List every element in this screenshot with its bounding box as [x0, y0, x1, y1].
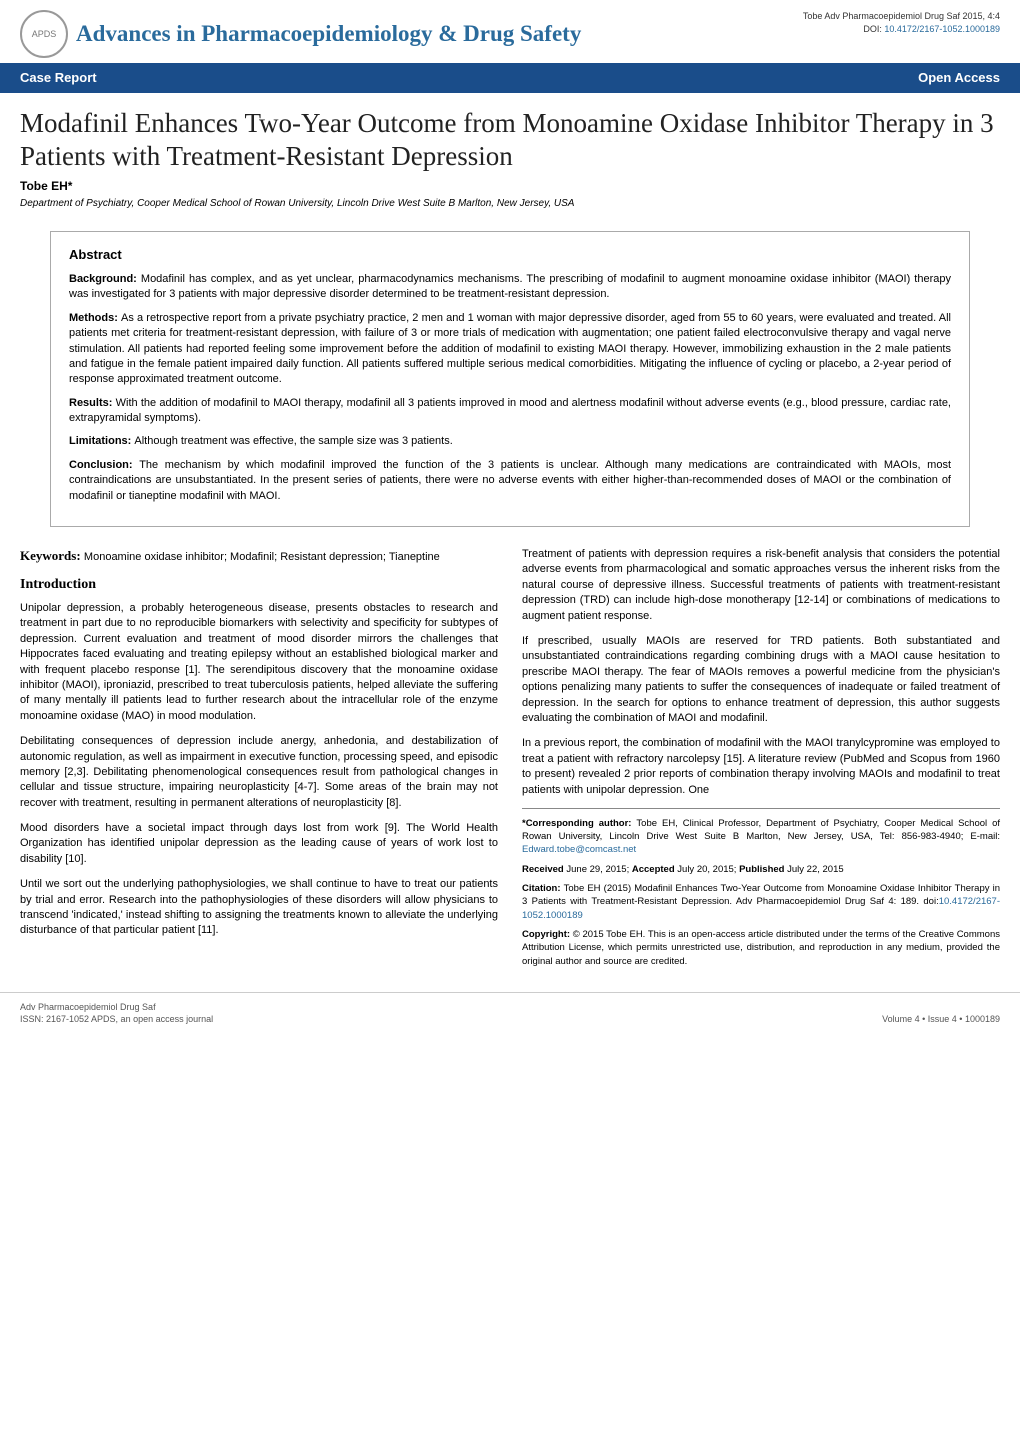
conclusion-label: Conclusion: — [69, 459, 139, 471]
footer-volume: Volume 4 • Issue 4 • 1000189 — [882, 1013, 1000, 1026]
limitations-label: Limitations: — [69, 435, 134, 447]
journal-title-wrap: APDS Advances in Pharmacoepidemiology & … — [20, 10, 581, 58]
citation-label: Citation: — [522, 883, 564, 894]
copyright-text: © 2015 Tobe EH. This is an open-access a… — [522, 929, 1000, 967]
results-text: With the addition of modafinil to MAOI t… — [69, 397, 951, 424]
doi-link[interactable]: 10.4172/2167-1052.1000189 — [884, 24, 1000, 34]
citation-text: Tobe EH (2015) Modafinil Enhances Two-Ye… — [522, 883, 1000, 907]
published-date: July 22, 2015 — [787, 864, 844, 875]
corresponding-author-label: *Corresponding author: — [522, 818, 636, 829]
published-label: Published — [739, 864, 787, 875]
conclusion-text: The mechanism by which modafinil improve… — [69, 459, 951, 502]
keywords-text: Monoamine oxidase inhibitor; Modafinil; … — [84, 551, 440, 563]
body-para: In a previous report, the combination of… — [522, 736, 1000, 798]
body-columns: Keywords: Monoamine oxidase inhibitor; M… — [0, 537, 1020, 984]
article-type: Case Report — [20, 69, 97, 87]
author-name: Tobe EH* — [0, 176, 1020, 197]
journal-logo-icon: APDS — [20, 10, 68, 58]
header-citation: Tobe Adv Pharmacoepidemiol Drug Saf 2015… — [803, 10, 1000, 35]
methods-label: Methods: — [69, 312, 121, 324]
body-para: If prescribed, usually MAOIs are reserve… — [522, 634, 1000, 726]
abstract-heading: Abstract — [69, 246, 951, 264]
body-para: Unipolar depression, a probably heteroge… — [20, 601, 498, 724]
body-para: Debilitating consequences of depression … — [20, 734, 498, 811]
article-title: Modafinil Enhances Two-Year Outcome from… — [0, 93, 1020, 176]
citation-line: Tobe Adv Pharmacoepidemiol Drug Saf 2015… — [803, 10, 1000, 23]
right-column: Treatment of patients with depression re… — [522, 547, 1000, 974]
accepted-label: Accepted — [632, 864, 677, 875]
copyright-label: Copyright: — [522, 929, 573, 940]
received-label: Received — [522, 864, 566, 875]
results-label: Results: — [69, 397, 116, 409]
article-type-band: Case Report Open Access — [0, 63, 1020, 93]
header-row: APDS Advances in Pharmacoepidemiology & … — [0, 0, 1020, 63]
author-email-link[interactable]: Edward.tobe@comcast.net — [522, 844, 636, 855]
abstract-box: Abstract Background: Modafinil has compl… — [50, 231, 970, 527]
correspondence-box: *Corresponding author: Tobe EH, Clinical… — [522, 808, 1000, 968]
limitations-text: Although treatment was effective, the sa… — [134, 435, 452, 447]
open-access-label: Open Access — [918, 69, 1000, 87]
background-text: Modafinil has complex, and as yet unclea… — [69, 273, 951, 300]
methods-text: As a retrospective report from a private… — [69, 312, 951, 386]
footer-issn: ISSN: 2167-1052 APDS, an open access jou… — [20, 1013, 213, 1026]
left-column: Keywords: Monoamine oxidase inhibitor; M… — [20, 547, 498, 974]
accepted-date: July 20, 2015; — [677, 864, 739, 875]
body-para: Mood disorders have a societal impact th… — [20, 821, 498, 867]
doi-label: DOI: — [863, 24, 884, 34]
body-para: Treatment of patients with depression re… — [522, 547, 1000, 624]
body-para: Until we sort out the underlying pathoph… — [20, 877, 498, 939]
keywords-label: Keywords: — [20, 548, 84, 563]
introduction-heading: Introduction — [20, 575, 498, 595]
footer-left: Adv Pharmacoepidemiol Drug Saf ISSN: 216… — [20, 1001, 213, 1026]
journal-title: Advances in Pharmacoepidemiology & Drug … — [76, 21, 581, 46]
background-label: Background: — [69, 273, 141, 285]
footer-journal-abbrev: Adv Pharmacoepidemiol Drug Saf — [20, 1001, 213, 1014]
received-date: June 29, 2015; — [566, 864, 632, 875]
author-affiliation: Department of Psychiatry, Cooper Medical… — [0, 197, 1020, 221]
footer: Adv Pharmacoepidemiol Drug Saf ISSN: 216… — [0, 992, 1020, 1040]
